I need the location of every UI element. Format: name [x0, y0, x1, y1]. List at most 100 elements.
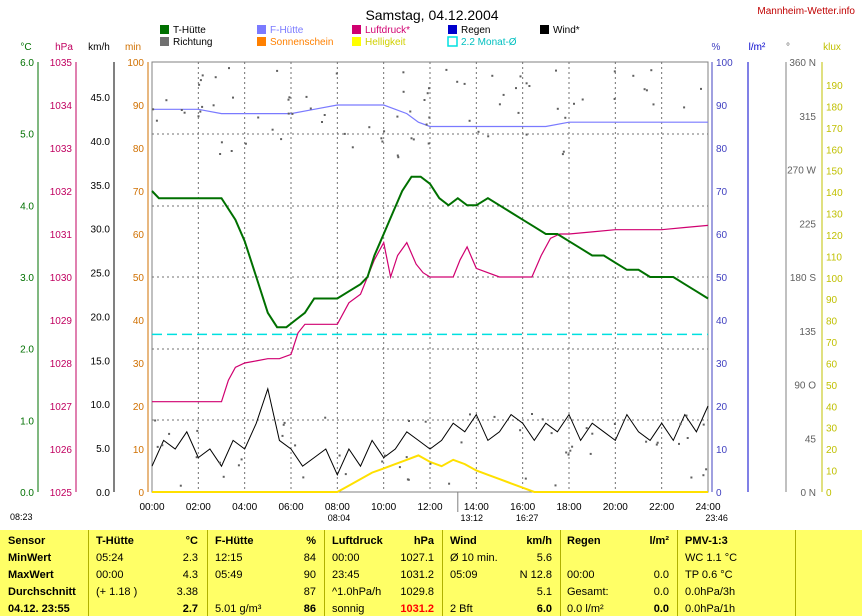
table-cell: 0.0hPa/1h	[685, 603, 736, 615]
legend-swatch	[540, 25, 549, 34]
table-cell: N 12.8	[519, 569, 552, 581]
direction-dot	[324, 416, 327, 419]
table-cell: 5.01 g/m³	[215, 603, 262, 615]
pressure-tick-label: 1030	[50, 273, 73, 284]
table-divider	[795, 530, 796, 616]
lux-tick-label: 10	[826, 467, 838, 478]
direction-dot	[410, 137, 413, 140]
axis-unit-label: klux	[823, 42, 841, 53]
direction-dot	[321, 121, 323, 123]
direction-tick-label: 180 S	[790, 273, 816, 284]
direction-dot	[351, 146, 354, 149]
table-header: Regen	[567, 535, 601, 547]
sunset-label: 23:46	[705, 513, 728, 523]
direction-dot	[581, 98, 584, 101]
lux-tick-label: 160	[826, 145, 843, 156]
direction-dot	[655, 443, 658, 446]
direction-dot	[152, 108, 155, 111]
lux-tick-label: 20	[826, 445, 838, 456]
direction-dot	[585, 427, 588, 430]
direction-dot	[212, 104, 215, 107]
direction-dot	[408, 420, 410, 422]
direction-dot	[381, 140, 384, 143]
table-header: °C	[185, 535, 198, 547]
direction-dot	[561, 153, 564, 156]
table-cell: Ø 10 min.	[450, 552, 498, 564]
direction-dot	[294, 444, 297, 447]
pressure-tick-label: 1026	[50, 445, 73, 456]
direction-dot	[564, 116, 567, 119]
direction-dot	[343, 132, 346, 135]
minutes-tick-label: 90	[133, 101, 145, 112]
legend-swatch	[257, 25, 266, 34]
legend-label: Regen	[461, 25, 490, 36]
table-cell: 5.1	[536, 586, 552, 598]
x-tick-label: 18:00	[556, 502, 581, 513]
direction-dot	[645, 89, 648, 92]
direction-dot	[197, 115, 200, 118]
direction-dot	[402, 90, 405, 93]
x-tick-label: 20:00	[603, 502, 628, 513]
direction-dot	[199, 110, 202, 113]
direction-dot	[702, 423, 705, 426]
table-divider	[88, 530, 89, 616]
direction-dot	[196, 429, 199, 432]
direction-dot	[183, 111, 186, 114]
table-cell: 90	[303, 569, 316, 581]
temp-tick-label: 1.0	[20, 416, 34, 427]
direction-dot	[309, 107, 312, 110]
direction-dot	[240, 458, 243, 461]
direction-dot	[456, 80, 459, 83]
minutes-tick-label: 100	[127, 58, 144, 69]
direction-dot	[562, 150, 565, 153]
direction-dot	[305, 95, 308, 98]
direction-dot	[589, 452, 592, 455]
table-cell: 0.0	[653, 569, 669, 581]
pressure-tick-label: 1029	[50, 316, 73, 327]
legend-label: T-Hütte	[173, 25, 206, 36]
direction-dot	[282, 423, 285, 426]
table-cell: 23:45	[332, 569, 360, 581]
direction-dot	[198, 83, 201, 86]
direction-dot	[528, 85, 531, 87]
direction-dot	[244, 142, 247, 145]
direction-dot	[409, 110, 412, 113]
direction-dot	[525, 82, 528, 85]
table-cell: 86	[303, 603, 316, 615]
temp-tick-label: 4.0	[20, 201, 34, 212]
wind-tick-label: 0.0	[96, 488, 110, 499]
direction-dot	[705, 468, 708, 471]
direction-dot	[700, 87, 702, 90]
direction-dot	[519, 429, 522, 432]
direction-dot	[195, 456, 198, 459]
humidity-line	[152, 104, 708, 128]
direction-dot	[426, 92, 429, 95]
wind-tick-label: 15.0	[91, 356, 111, 367]
direction-dot	[237, 464, 240, 467]
x-tick-label: 12:00	[417, 502, 442, 513]
table-header: F-Hütte	[215, 535, 254, 547]
wind-tick-label: 40.0	[91, 137, 111, 148]
direction-dot	[656, 441, 659, 444]
x-tick-label: 14:00	[464, 502, 489, 513]
table-cell: 2.3	[182, 552, 198, 564]
site-link[interactable]: Mannheim-Wetter.info	[757, 6, 855, 17]
x-tick-label: 06:00	[278, 502, 303, 513]
direction-dot	[220, 141, 223, 144]
sunrise-label: 08:23	[10, 512, 33, 522]
direction-dot	[498, 103, 501, 106]
direction-dot	[280, 138, 283, 141]
legend-swatch	[160, 25, 169, 34]
direction-dot	[287, 112, 290, 115]
legend-swatch	[352, 37, 361, 46]
legend-label: Richtung	[173, 37, 212, 48]
legend-label: Sonnenschein	[270, 37, 333, 48]
humidity-tick-label: 40	[716, 316, 728, 327]
direction-dot	[281, 434, 284, 437]
weather-chart: Samstag, 04.12.2004 Mannheim-Wetter.info…	[10, 0, 855, 523]
table-cell: 0.0hPa/3h	[685, 586, 736, 598]
minutes-tick-label: 80	[133, 144, 145, 155]
direction-dot	[519, 75, 522, 78]
table-cell: 05:49	[215, 569, 243, 581]
